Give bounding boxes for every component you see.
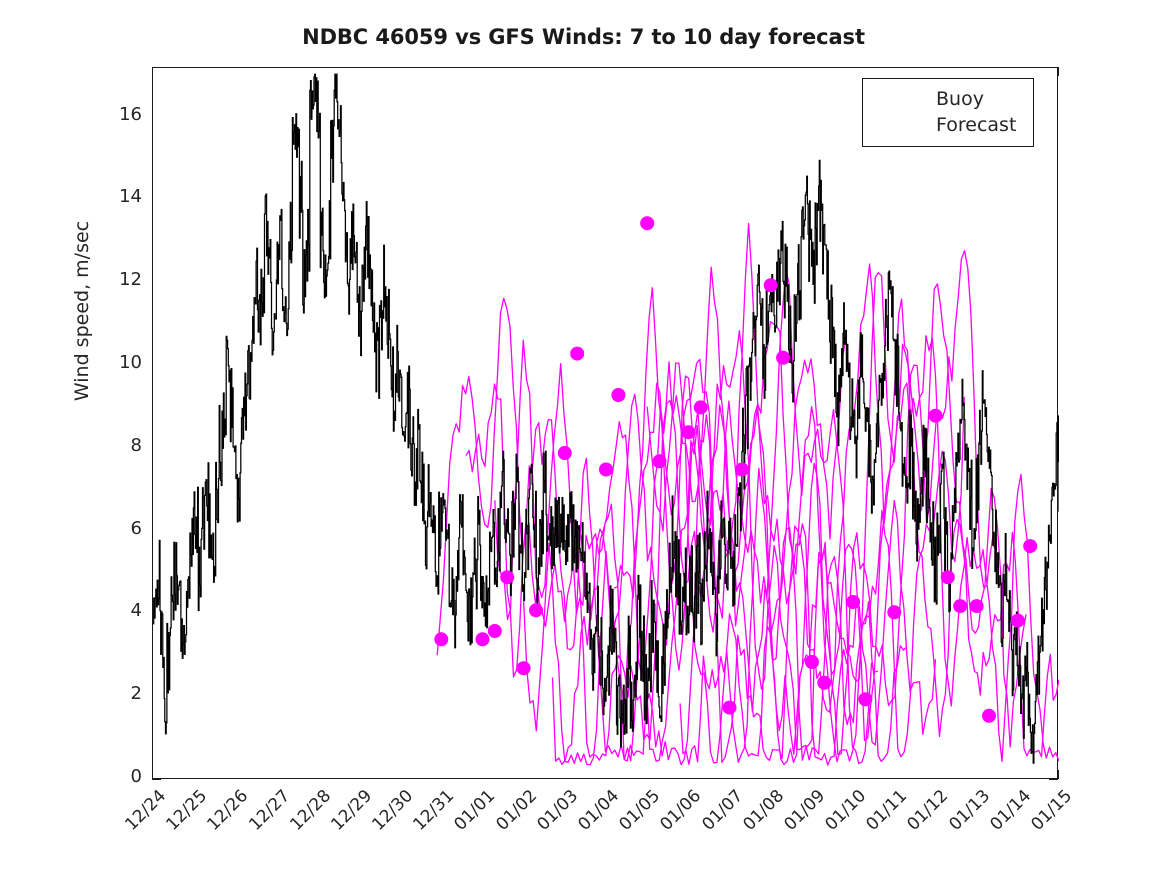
forecast-marker — [681, 425, 696, 440]
x-axis-tick-mark — [1058, 67, 1059, 76]
forecast-marker — [475, 632, 490, 647]
forecast-marker — [529, 603, 543, 618]
x-axis-tick-mark — [1058, 770, 1059, 779]
forecast-marker — [611, 388, 626, 402]
forecast-line — [646, 272, 1059, 764]
forecast-marker — [763, 278, 778, 293]
x-axis-tick-label: 01/11 — [862, 786, 912, 835]
buoy-series-group — [153, 73, 1059, 764]
forecast-marker — [982, 708, 996, 723]
forecast-marker — [969, 599, 984, 614]
y-axis-tick-label: 14 — [119, 186, 142, 208]
forecast-line — [679, 263, 1059, 766]
y-axis-tick-label: 12 — [119, 269, 142, 291]
y-axis-label: Wind speed, m/sec — [71, 220, 93, 402]
x-axis-tick-label: 12/27 — [244, 786, 294, 835]
forecast-marker — [953, 599, 968, 614]
y-axis-tick-mark — [152, 779, 161, 780]
y-axis-tick-label: 6 — [130, 517, 142, 539]
x-axis-tick-label: 01/07 — [697, 786, 747, 835]
x-axis-tick-label: 01/10 — [821, 786, 871, 835]
x-axis-tick-label: 01/01 — [450, 786, 500, 835]
x-axis-tick-label: 01/06 — [656, 786, 706, 835]
forecast-marker — [846, 595, 861, 609]
legend-label-buoy: Buoy — [936, 87, 984, 110]
forecast-marker — [858, 692, 873, 707]
x-axis-tick-label: 12/29 — [327, 786, 377, 835]
x-axis-tick-label: 12/24 — [121, 786, 171, 835]
forecast-marker — [887, 605, 902, 620]
x-axis-tick-label: 01/12 — [903, 786, 953, 835]
forecast-marker — [734, 462, 749, 477]
legend-item-forecast: Forecast — [873, 112, 1023, 138]
x-axis-tick-label: 01/05 — [615, 786, 665, 835]
chart-legend: Buoy Forecast — [862, 78, 1034, 147]
plot-canvas — [153, 73, 1059, 766]
x-axis-tick-label: 01/13 — [944, 786, 994, 835]
forecast-marker — [516, 661, 531, 676]
y-axis-tick-label: 8 — [130, 434, 142, 456]
forecast-marker — [1023, 539, 1038, 554]
x-axis-tick-label: 01/09 — [780, 786, 830, 835]
x-axis-tick-label: 12/30 — [368, 786, 418, 835]
x-axis-tick-label: 12/28 — [286, 786, 335, 835]
forecast-marker — [570, 346, 585, 361]
x-axis-tick-label: 01/04 — [574, 786, 624, 835]
forecast-marker — [434, 632, 449, 647]
forecast-line — [613, 283, 1027, 763]
x-axis-tick-label: 01/14 — [986, 786, 1035, 835]
x-axis-tick-label: 01/15 — [1027, 786, 1077, 835]
x-axis-tick-label: 01/03 — [533, 786, 582, 835]
y-axis-tick-label: 16 — [119, 103, 142, 125]
y-axis-tick-label: 0 — [130, 766, 142, 787]
forecast-marker — [652, 454, 667, 469]
forecast-marker-group — [434, 216, 1038, 723]
y-axis-tick-label: 4 — [130, 600, 142, 622]
forecast-marker — [1010, 613, 1025, 628]
forecast-marker — [487, 624, 502, 638]
y-axis-tick-mark — [1049, 779, 1058, 780]
x-axis-tick-label: 12/25 — [162, 786, 212, 835]
x-axis-tick-label: 01/08 — [739, 786, 788, 835]
buoy-line — [153, 73, 1059, 764]
forecast-line — [465, 270, 878, 765]
forecast-marker — [804, 655, 819, 669]
forecast-marker — [693, 400, 708, 415]
forecast-marker — [599, 462, 613, 477]
forecast-series-group — [436, 222, 1059, 766]
forecast-marker — [722, 700, 737, 715]
forecast-marker — [640, 216, 655, 231]
y-axis-tick-label: 2 — [130, 683, 142, 705]
forecast-marker — [817, 675, 832, 690]
forecast-marker — [500, 570, 515, 585]
forecast-marker — [928, 408, 943, 423]
forecast-marker — [557, 446, 572, 460]
legend-label-forecast: Forecast — [936, 113, 1017, 136]
x-axis-tick-label: 12/31 — [409, 786, 459, 835]
forecast-marker — [776, 350, 791, 365]
forecast-marker — [940, 570, 955, 585]
forecast-line — [522, 222, 937, 766]
x-axis-tick-label: 12/26 — [203, 786, 253, 835]
plot-area — [152, 67, 1059, 779]
forecast-line — [580, 250, 994, 766]
x-axis-tick-label: 01/02 — [491, 786, 541, 835]
legend-item-buoy: Buoy — [873, 86, 1023, 112]
forecast-line — [551, 330, 965, 766]
y-axis-tick-label: 10 — [119, 352, 142, 374]
page-title: NDBC 46059 vs GFS Winds: 7 to 10 day for… — [302, 25, 865, 49]
